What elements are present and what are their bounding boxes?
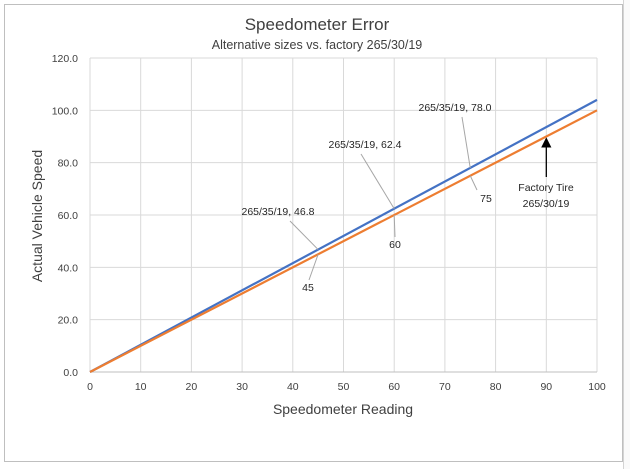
x-tick-label: 90 (540, 381, 552, 393)
sheet-edge (623, 0, 630, 469)
annotation-leader-line (289, 220, 319, 250)
series-line-1 (89, 109, 598, 373)
series-line-0 (89, 98, 598, 373)
x-tick-label: 0 (87, 381, 93, 393)
annotation-label: Factory Tire (518, 182, 574, 194)
annotation-label: 60 (389, 239, 401, 251)
y-tick-label: 100.0 (52, 105, 78, 117)
x-tick-label: 100 (588, 381, 606, 393)
x-tick-label: 50 (338, 381, 350, 393)
y-tick-label: 120.0 (52, 53, 78, 65)
x-tick-label: 20 (186, 381, 198, 393)
annotation-label: 45 (302, 282, 314, 294)
y-tick-label: 40.0 (58, 262, 79, 274)
x-tick-label: 60 (388, 381, 400, 393)
annotation-leader-line (360, 153, 395, 209)
y-axis-title: Actual Vehicle Speed (29, 150, 45, 282)
annotation-leader-line (469, 175, 478, 191)
chart-subtitle: Alternative sizes vs. factory 265/30/19 (212, 38, 423, 52)
annotation-label: 265/35/19, 62.4 (329, 139, 402, 151)
x-axis-title: Speedometer Reading (273, 401, 413, 417)
y-tick-label: 0.0 (63, 367, 78, 379)
annotation-leader-line (393, 214, 396, 238)
x-tick-label: 40 (287, 381, 299, 393)
x-tick-label: 10 (135, 381, 147, 393)
chart-title: Speedometer Error (245, 15, 390, 34)
y-tick-label: 20.0 (58, 315, 79, 327)
x-tick-label: 30 (236, 381, 248, 393)
x-tick-label: 80 (490, 381, 502, 393)
annotation-label: 265/35/19, 78.0 (419, 102, 492, 114)
annotation-label: 265/35/19, 46.8 (242, 206, 315, 218)
annotation-leader-line (461, 116, 471, 168)
annotation-label: 265/30/19 (523, 198, 570, 210)
y-tick-label: 60.0 (58, 210, 79, 222)
annotation-leader-line (308, 254, 319, 281)
annotation-label: 75 (480, 193, 492, 205)
y-tick-label: 80.0 (58, 158, 79, 170)
chart-frame (4, 4, 623, 462)
x-tick-label: 70 (439, 381, 451, 393)
